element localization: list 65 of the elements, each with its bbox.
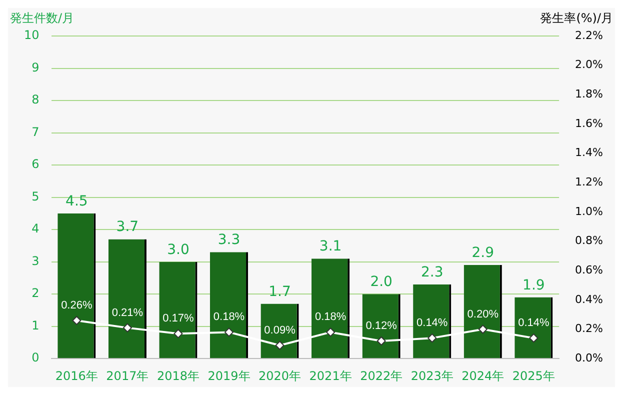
data-label: 4.5 xyxy=(66,193,88,210)
point xyxy=(529,334,538,343)
data-label: 3.1 xyxy=(319,238,342,255)
data-label: 3.3 xyxy=(218,232,240,248)
y-tick-label: 4 xyxy=(32,222,40,236)
y2-tick-label: 1.2% xyxy=(575,175,604,188)
point xyxy=(72,316,82,325)
y2-tick-label: 2.0% xyxy=(575,58,604,72)
y-tick-label: 9 xyxy=(32,60,40,74)
y-tick-label: 0 xyxy=(32,350,40,365)
data-label: 3.7 xyxy=(116,219,139,236)
data-label: 1.9 xyxy=(522,277,545,294)
y2-tick-label: 0.8% xyxy=(575,234,604,248)
point xyxy=(224,328,234,337)
data-label: 0.18% xyxy=(314,311,346,324)
y2-tick-label: 0.6% xyxy=(575,263,604,276)
x-tick-label: 2023年 xyxy=(410,368,454,383)
y-tick-label: 10 xyxy=(24,28,40,42)
data-label: 0.21% xyxy=(112,306,144,319)
point xyxy=(478,324,488,334)
x-tick-label: 2020年 xyxy=(258,368,302,383)
point xyxy=(428,334,437,343)
x-tick-label: 2016年 xyxy=(55,368,98,383)
point xyxy=(326,328,336,337)
y2-tick-label: 1.0% xyxy=(575,204,604,218)
point xyxy=(174,329,183,338)
y2-tick-label: 1.8% xyxy=(575,88,604,101)
y-tick-label: 5 xyxy=(32,189,40,204)
x-tick-label: 2018年 xyxy=(156,368,200,383)
data-label: 0.12% xyxy=(366,320,398,332)
data-label: 2.9 xyxy=(472,245,494,262)
point xyxy=(122,323,132,332)
y2-axis-title: 発生率(%)/月 xyxy=(540,11,613,25)
x-tick-label: 2019年 xyxy=(208,368,250,383)
y2-tick-label: 0.2% xyxy=(575,322,604,336)
y2-tick-label: 1.4% xyxy=(575,146,604,160)
x-tick-label: 2024年 xyxy=(462,368,504,383)
x-tick-label: 2025年 xyxy=(512,368,555,383)
data-label: 2.3 xyxy=(420,264,444,280)
y2-tick-label: 1.6% xyxy=(575,116,604,130)
data-label: 0.14% xyxy=(518,317,550,330)
data-label: 1.7 xyxy=(268,284,291,300)
data-label: 0.09% xyxy=(264,324,296,336)
y-tick-label: 2 xyxy=(32,286,40,300)
x-tick-label: 2021年 xyxy=(309,368,352,383)
y-tick-label: 7 xyxy=(32,124,40,139)
data-label: 2.0 xyxy=(370,274,392,290)
data-label: 0.26% xyxy=(61,299,92,312)
y-tick-label: 8 xyxy=(32,92,40,107)
y2-tick-label: 0.4% xyxy=(575,292,604,306)
y-axis-title: 発生件数/月 xyxy=(10,11,74,25)
data-label: 0.14% xyxy=(416,317,448,330)
point xyxy=(376,336,386,346)
point xyxy=(275,340,284,350)
y-tick-label: 3 xyxy=(32,254,40,268)
y2-tick-label: 2.2% xyxy=(575,28,604,42)
y-tick-label: 1 xyxy=(32,318,40,332)
y-tick-label: 6 xyxy=(32,157,40,172)
x-tick-label: 2022年 xyxy=(360,368,403,383)
y2-tick-label: 0.0% xyxy=(575,351,604,364)
data-label: 0.18% xyxy=(213,311,245,324)
data-label: 0.17% xyxy=(162,312,194,325)
x-tick-label: 2017年 xyxy=(106,368,149,383)
data-label: 3.0 xyxy=(167,242,190,258)
data-label: 0.20% xyxy=(467,308,499,320)
